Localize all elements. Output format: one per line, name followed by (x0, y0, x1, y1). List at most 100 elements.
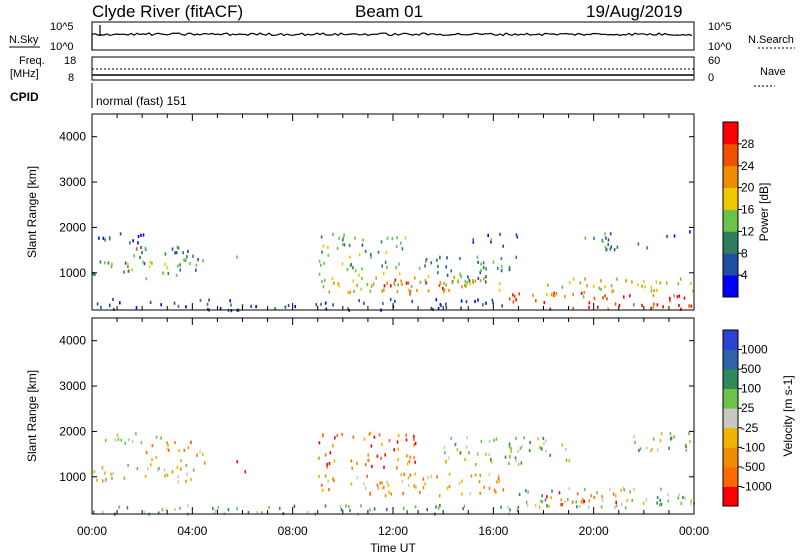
echo-cell (626, 498, 629, 502)
echo-cell (430, 475, 433, 479)
echo-cell (342, 235, 345, 240)
echo-cell (386, 236, 389, 240)
echo-cell (495, 490, 497, 494)
echo-cell (488, 472, 491, 477)
echo-cell (510, 447, 513, 451)
echo-cell (236, 507, 238, 511)
y-tick-label: 3000 (59, 175, 86, 189)
echo-cell (568, 281, 571, 285)
echo-cell (149, 300, 152, 305)
echo-cell (568, 486, 571, 491)
echo-cell (321, 280, 323, 284)
echo-cell (688, 304, 690, 308)
echo-cell (371, 464, 373, 469)
echo-cell (669, 296, 671, 300)
echo-cell (685, 448, 688, 452)
echo-cell (555, 292, 558, 296)
echo-cell (287, 303, 290, 308)
echo-cell (102, 236, 105, 240)
echo-cell (615, 504, 618, 508)
echo-cell (151, 444, 154, 448)
cpid-row: CPID normal (fast) 151 (10, 83, 187, 108)
echo-cell (94, 272, 96, 276)
echo-cell (629, 294, 631, 298)
echo-cell (620, 488, 622, 492)
echo-cell (322, 285, 325, 289)
echo-cell (639, 447, 642, 451)
echo-cell (633, 303, 635, 307)
echo-cell (368, 432, 371, 436)
echo-cell (118, 505, 120, 509)
echo-cell (479, 279, 482, 283)
echo-cell (689, 502, 692, 506)
echo-cell (400, 241, 402, 245)
echo-cell (604, 232, 606, 236)
x-tick-label: 04:00 (177, 524, 207, 538)
echo-cell (389, 298, 392, 302)
echo-cell (451, 281, 453, 285)
echo-cell (177, 480, 180, 484)
echo-cell (255, 305, 257, 309)
echo-cell (385, 250, 388, 254)
echo-cell (474, 473, 477, 477)
echo-cell (542, 436, 545, 440)
echo-cell (685, 444, 687, 448)
echo-cell (274, 307, 276, 311)
echo-cell (430, 306, 433, 310)
echo-cell (110, 265, 113, 269)
echo-cell (543, 441, 545, 445)
colorbar-swatch (723, 187, 738, 210)
echo-cell (306, 510, 309, 514)
echo-cell (564, 294, 566, 299)
echo-cell (149, 260, 152, 264)
echo-cell (478, 480, 481, 484)
cpid-text: normal (fast) 151 (96, 94, 187, 108)
echo-cell (373, 435, 376, 439)
echo-cell (331, 276, 334, 280)
echo-cell (490, 238, 493, 242)
echo-cell (339, 505, 341, 509)
velocity-colorbar: 1000 500 100 25 -25 -100 -500 -1000 (722, 329, 772, 507)
echo-cell (332, 303, 334, 307)
echo-cell (485, 275, 487, 279)
echo-cell (381, 264, 383, 268)
echo-cell (354, 269, 357, 273)
echo-cell (345, 504, 347, 508)
echo-cell (637, 242, 640, 246)
colorbar-tick-label: 16 (741, 203, 755, 217)
echo-cell (655, 280, 658, 284)
echo-cell (604, 245, 607, 249)
echo-cell (644, 285, 646, 289)
echo-cell (443, 446, 446, 450)
echo-cell (508, 297, 511, 301)
echo-cell (396, 440, 399, 444)
echo-cell (145, 277, 148, 281)
echo-cell (543, 301, 546, 305)
echo-cell (388, 490, 390, 494)
echo-cell (402, 491, 404, 496)
echo-cell (111, 262, 113, 266)
echo-cell (623, 488, 626, 492)
echo-cell (129, 241, 131, 245)
echo-cell (683, 296, 686, 300)
echo-cell (177, 246, 180, 250)
echo-cell (176, 465, 179, 469)
echo-cell (586, 284, 588, 288)
echo-cell (498, 479, 501, 483)
echo-cell (442, 286, 444, 290)
power-colorbar-label: Power [dB] (757, 183, 771, 242)
echo-cell (206, 302, 209, 306)
echo-cell (145, 451, 148, 455)
echo-cell (527, 490, 529, 494)
echo-cell (155, 455, 157, 459)
echo-cell (659, 498, 661, 502)
echo-cell (690, 281, 692, 286)
echo-cell (439, 504, 441, 508)
echo-cell (424, 482, 426, 486)
echo-cell (370, 255, 372, 259)
echo-cell (637, 283, 639, 287)
echo-cell (459, 257, 461, 261)
echo-cell (633, 487, 635, 491)
echo-cell (318, 441, 321, 445)
echo-cell (610, 284, 613, 288)
